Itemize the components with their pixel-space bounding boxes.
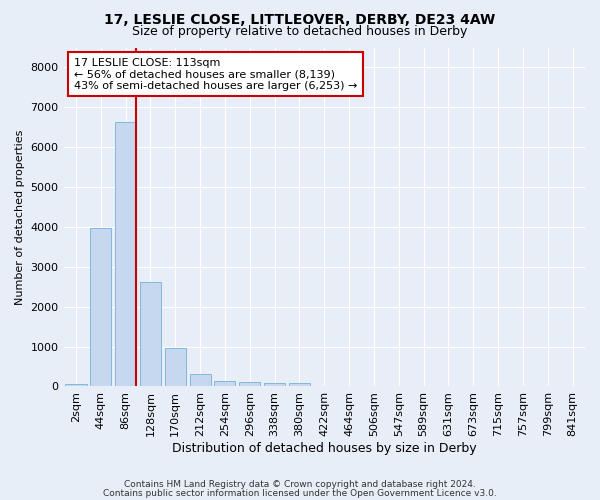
Text: 17 LESLIE CLOSE: 113sqm
← 56% of detached houses are smaller (8,139)
43% of semi: 17 LESLIE CLOSE: 113sqm ← 56% of detache…: [74, 58, 358, 91]
Bar: [214, 381, 235, 386]
X-axis label: Distribution of detached houses by size in Derby: Distribution of detached houses by size …: [172, 442, 476, 455]
Bar: [115, 122, 136, 386]
Bar: [90, 228, 112, 386]
Text: Size of property relative to detached houses in Derby: Size of property relative to detached ho…: [133, 25, 467, 38]
Text: Contains public sector information licensed under the Open Government Licence v3: Contains public sector information licen…: [103, 488, 497, 498]
Bar: [264, 382, 285, 386]
Bar: [239, 382, 260, 386]
Bar: [190, 374, 211, 386]
Text: 17, LESLIE CLOSE, LITTLEOVER, DERBY, DE23 4AW: 17, LESLIE CLOSE, LITTLEOVER, DERBY, DE2…: [104, 12, 496, 26]
Bar: [165, 348, 186, 387]
Text: Contains HM Land Registry data © Crown copyright and database right 2024.: Contains HM Land Registry data © Crown c…: [124, 480, 476, 489]
Y-axis label: Number of detached properties: Number of detached properties: [15, 130, 25, 304]
Bar: [289, 384, 310, 386]
Bar: [140, 282, 161, 387]
Bar: [65, 384, 86, 386]
